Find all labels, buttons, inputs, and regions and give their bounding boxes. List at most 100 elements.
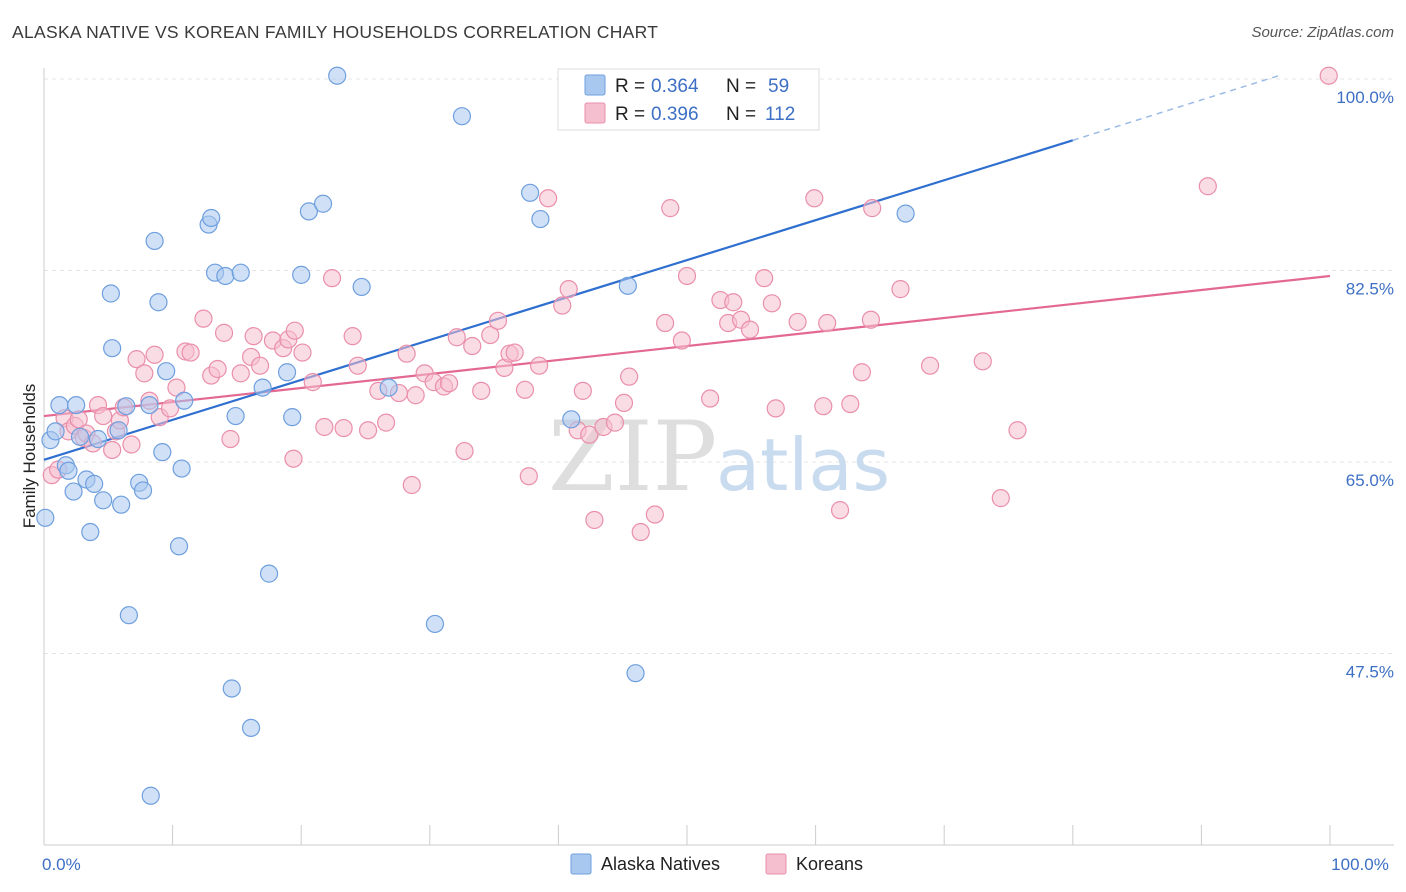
- koreans-point: [677, 266, 697, 286]
- legend-r-value-2: 0.396: [651, 104, 699, 125]
- alaska-natives-point: [253, 378, 272, 397]
- alaska-natives-point: [277, 363, 297, 382]
- koreans-point: [402, 475, 421, 495]
- koreans-point: [334, 418, 353, 438]
- koreans-point: [358, 421, 378, 440]
- source-note: Source: ZipAtlas.com: [1251, 24, 1394, 41]
- alaska-natives-point: [153, 443, 172, 462]
- koreans-point: [1319, 66, 1338, 85]
- koreans-point: [122, 435, 141, 454]
- koreans-point: [447, 328, 466, 347]
- koreans-point: [805, 189, 824, 208]
- x-tick-label: 100.0%: [1331, 855, 1389, 874]
- koreans-point: [580, 425, 599, 444]
- koreans-point: [891, 280, 910, 299]
- alaska-natives-point: [36, 508, 55, 527]
- koreans-point: [250, 356, 270, 375]
- koreans-point: [303, 373, 322, 392]
- alaska-natives-point: [119, 606, 138, 625]
- alaska-natives-point: [169, 537, 189, 556]
- alaska-natives-point: [81, 522, 100, 542]
- alaska-natives-point: [88, 429, 108, 449]
- alaska-natives-point: [231, 263, 250, 282]
- koreans-point: [766, 399, 785, 418]
- alaska-natives-point: [50, 395, 69, 415]
- y-tick-label: 47.5%: [1346, 663, 1394, 682]
- koreans-point: [472, 381, 491, 400]
- legend-n-value-1: 59: [768, 76, 789, 97]
- alaska-natives-point: [103, 339, 122, 358]
- bottom-legend-swatch-alaska: [570, 853, 592, 875]
- alaska-natives-point: [85, 474, 104, 493]
- alaska-natives-point: [149, 293, 168, 312]
- koreans-point: [973, 352, 992, 371]
- y-axis-label: Family Households: [20, 384, 39, 529]
- bottom-legend-koreans: Koreans: [796, 854, 863, 874]
- legend-r-label-1: R =: [615, 76, 645, 97]
- alaska-natives-point: [94, 491, 113, 510]
- alaska-natives-point: [59, 461, 78, 480]
- koreans-point: [539, 189, 558, 208]
- alaska-natives-point: [521, 183, 540, 202]
- koreans-point: [481, 325, 500, 345]
- koreans-point: [145, 345, 164, 364]
- legend-swatch-pink: [584, 102, 606, 124]
- koreans-point: [343, 327, 362, 346]
- alaska-natives-point: [202, 208, 221, 228]
- koreans-point: [293, 343, 312, 362]
- alaska-natives-point: [64, 482, 83, 501]
- koreans-point: [231, 364, 250, 383]
- koreans-point: [991, 489, 1010, 508]
- alaska-natives-point: [70, 427, 90, 446]
- alaska-natives-point: [352, 277, 371, 297]
- koreans-point: [322, 269, 342, 288]
- koreans-point: [135, 364, 154, 383]
- alaska-natives-point: [328, 66, 347, 85]
- alaska-natives-point: [216, 266, 235, 286]
- koreans-point: [515, 380, 535, 399]
- koreans-point: [519, 467, 538, 486]
- koreans-point: [463, 336, 482, 356]
- koreans-point: [614, 393, 634, 413]
- alaska-natives-point: [626, 664, 645, 683]
- alaska-natives-point: [117, 397, 136, 416]
- koreans-point: [814, 397, 833, 416]
- legend-swatch-blue: [584, 74, 606, 96]
- gridlines: [44, 78, 1394, 654]
- koreans-point: [605, 413, 625, 432]
- alaska-natives-point: [299, 202, 319, 221]
- koreans-point: [553, 296, 572, 315]
- watermark-atlas: atlas: [716, 423, 890, 507]
- alaska-natives-point: [157, 362, 176, 381]
- legend-n-value-2: 112: [765, 104, 795, 125]
- koreans-point: [406, 386, 425, 405]
- koreans-point: [841, 394, 860, 414]
- koreans-point: [830, 501, 850, 520]
- koreans-point: [181, 343, 200, 362]
- koreans-point: [1008, 421, 1027, 440]
- bottom-legend-alaska: Alaska Natives: [601, 854, 720, 874]
- y-tick-label: 100.0%: [1336, 88, 1394, 107]
- koreans-point: [285, 321, 304, 340]
- alaska-natives-point: [379, 378, 398, 397]
- koreans-point: [585, 510, 604, 530]
- legend-n-label-1: N =: [726, 76, 756, 97]
- alaska-natives-point: [313, 194, 333, 213]
- koreans-point: [348, 356, 367, 375]
- koreans-point: [160, 399, 180, 418]
- legend-r-label-2: R =: [615, 104, 645, 125]
- alaska-natives-point: [133, 481, 153, 500]
- alaska-natives-point: [226, 406, 245, 426]
- koreans-point: [103, 440, 122, 460]
- alaska-natives-point: [145, 231, 164, 251]
- koreans-point: [672, 331, 691, 350]
- koreans-point: [221, 429, 240, 449]
- alaska-natives-point: [425, 614, 445, 634]
- koreans-point: [724, 293, 743, 312]
- koreans-point: [701, 389, 720, 408]
- axes: [43, 68, 1394, 846]
- koreans-point: [214, 323, 234, 342]
- series-legend: Alaska Natives Koreans: [570, 853, 863, 875]
- koreans-point: [127, 350, 146, 369]
